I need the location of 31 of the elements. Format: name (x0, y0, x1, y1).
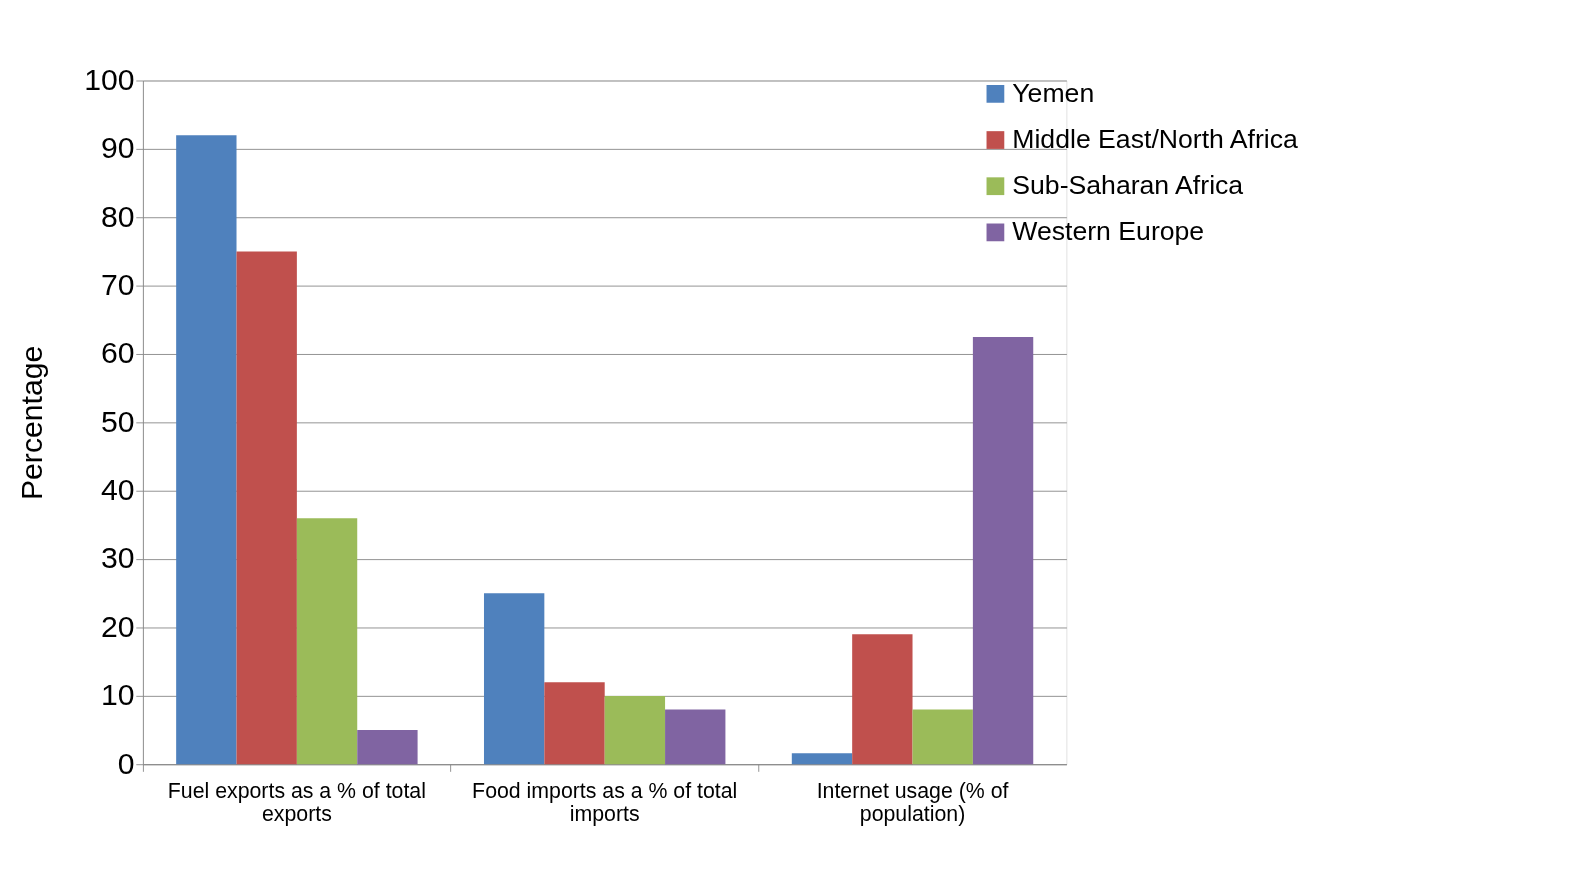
bar (176, 135, 237, 765)
y-axis-title: Percentage (15, 345, 49, 501)
y-tick-label: 80 (100, 199, 135, 233)
bar (357, 730, 418, 765)
bar (544, 682, 605, 765)
y-tick-label: 20 (100, 609, 135, 643)
legend-label: Yemen (1012, 77, 1095, 108)
y-tick-label: 100 (84, 62, 135, 96)
legend-label: Western Europe (1012, 216, 1205, 247)
bar (483, 593, 545, 765)
bar (852, 634, 913, 765)
bar (236, 251, 297, 765)
x-tick-label: Food imports as a % of total imports (472, 778, 738, 826)
bar (912, 709, 973, 765)
bar (296, 518, 358, 765)
y-tick-label: 90 (100, 131, 135, 165)
y-tick-label: 70 (100, 267, 135, 301)
y-tick-label: 40 (100, 473, 135, 507)
y-tick-label: 60 (100, 336, 135, 370)
bar (665, 709, 726, 765)
legend-label: Sub-Saharan Africa (1012, 170, 1244, 201)
y-tick-label: 10 (100, 678, 135, 712)
x-tick-label: Internet usage (% of population) (816, 778, 1009, 826)
bar (604, 695, 666, 765)
y-tick-label: 50 (100, 404, 135, 438)
bar (791, 753, 853, 765)
x-tick-label: Fuel exports as a % of total exports (167, 778, 426, 826)
y-tick-label: 0 (117, 746, 135, 780)
legend-label: Middle East/North Africa (1012, 124, 1299, 155)
bar (972, 336, 1034, 765)
y-tick-label: 30 (100, 541, 135, 575)
